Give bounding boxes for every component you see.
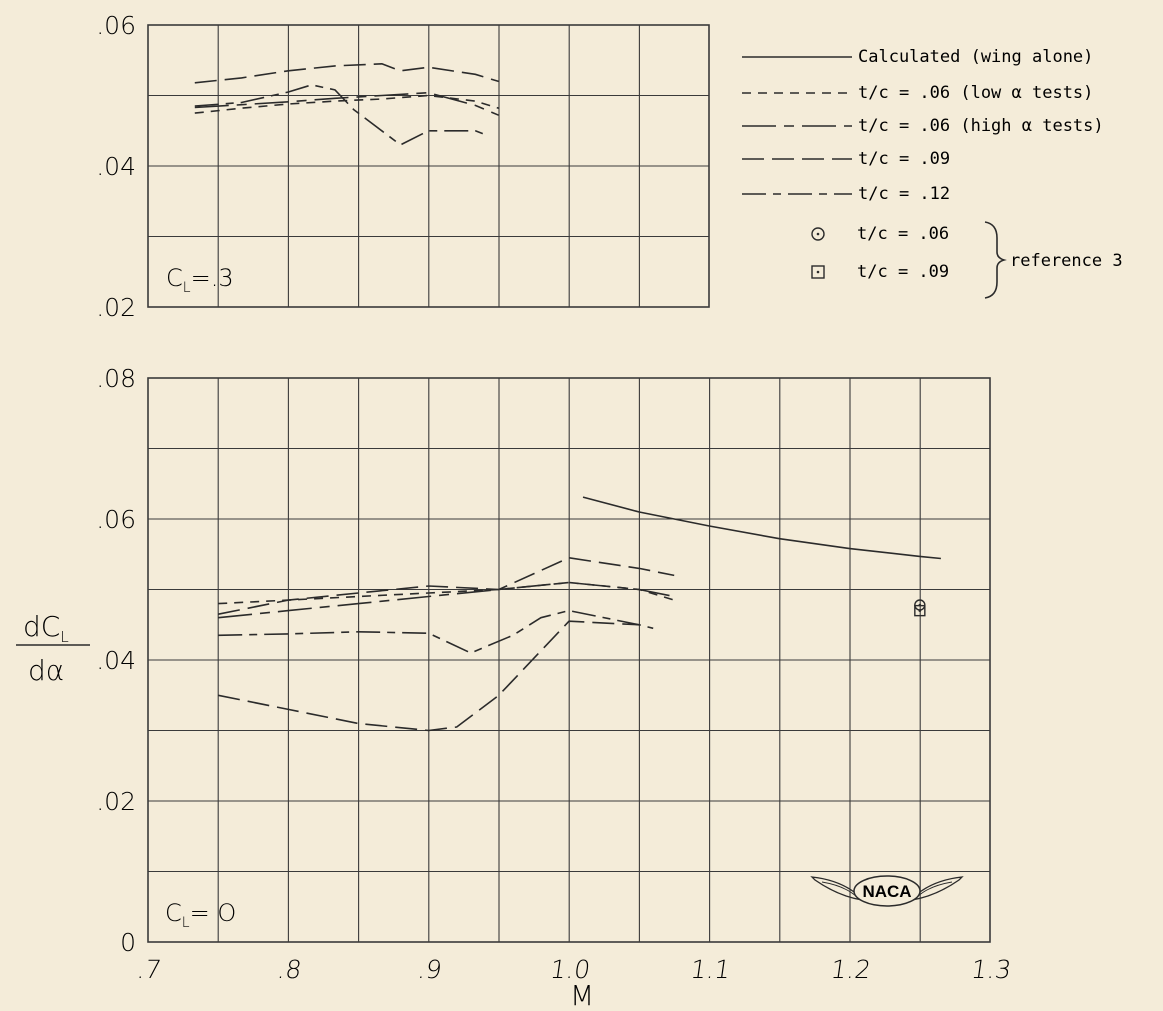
legend-label: t/c = .09 (857, 262, 949, 282)
naca-logo-text: NACA (862, 882, 911, 901)
bottom-panel: 0 .02 .04 .06 .08 .7 .8 .9 1.0 1.1 1.2 1.3 CL= O (96, 364, 1013, 984)
naca-logo: NACA (810, 875, 964, 907)
bot-y-tick-label: .02 (96, 787, 136, 816)
bot-series-line-4 (218, 609, 654, 654)
top-y-tick-label: .04 (96, 152, 136, 181)
bottom-series (218, 496, 941, 732)
top-series-line-3 (194, 84, 485, 146)
legend-label: t/c = .06 (low α tests) (858, 83, 1093, 103)
bot-series-line-2 (218, 581, 675, 619)
top-y-tick-label: .06 (96, 11, 136, 40)
bot-series-line-5 (218, 620, 640, 732)
bot-y-tick-label: .04 (96, 646, 136, 675)
bottom-x-tick-labels: .7 .8 .9 1.0 1.1 1.2 1.3 (135, 955, 1013, 984)
x-tick-label: 1.2 (829, 955, 873, 984)
legend-symbol-center (816, 270, 820, 274)
y-axis-label: dCL dα (16, 610, 90, 687)
top-panel: .02 .04 .06 CL=.3 (96, 11, 710, 322)
legend-label: t/c = .06 (high α tests) (858, 116, 1104, 136)
top-series-line-2 (194, 62, 499, 84)
y-axis-label-numerator: dCL (23, 610, 69, 646)
top-y-tick-label: .02 (96, 293, 136, 322)
x-tick-label: 1.3 (969, 955, 1013, 984)
legend-label: t/c = .12 (858, 184, 950, 204)
bottom-markers (914, 599, 926, 617)
top-series-line-1 (194, 91, 499, 116)
bottom-panel-cl-label: CL= O (165, 899, 236, 931)
x-tick-label: .9 (416, 955, 444, 984)
top-series-line-0 (194, 94, 499, 114)
y-axis-label-denominator: dα (28, 654, 64, 687)
legend-label: t/c = .06 (857, 224, 949, 244)
legend-label: t/c = .09 (858, 149, 950, 169)
marker-square-dot (914, 604, 926, 617)
legend-symbol-square-dot (811, 265, 825, 279)
bot-series-line-1 (218, 581, 675, 605)
bot-series-line-3 (218, 556, 675, 615)
x-tick-label: 1.1 (689, 955, 733, 984)
bottom-y-tick-labels: 0 .02 .04 .06 .08 (96, 364, 136, 957)
x-tick-label: .7 (135, 955, 163, 984)
bottom-grid (147, 377, 991, 943)
x-axis-label: M (570, 979, 594, 1011)
legend-symbol-center (816, 232, 820, 236)
top-grid (147, 24, 710, 308)
legend: Calculated (wing alone) t/c = .06 (low α … (742, 47, 1104, 282)
top-series (194, 62, 499, 146)
legend-group-label: reference 3 (1010, 251, 1123, 271)
legend-label: Calculated (wing alone) (858, 47, 1093, 67)
bot-y-tick-label: .06 (96, 505, 136, 534)
bot-y-tick-label: 0 (120, 928, 136, 957)
top-panel-cl-label: CL=.3 (166, 264, 234, 296)
marker-square-dot-center (918, 609, 922, 612)
legend-symbol-circle-dot (811, 227, 825, 241)
top-y-tick-labels: .02 .04 .06 (96, 11, 136, 322)
bot-series-line-0 (582, 496, 941, 560)
reference-brace (984, 221, 1007, 299)
x-tick-label: .8 (276, 955, 304, 984)
bot-y-tick-label: .08 (96, 364, 136, 393)
x-tick-label: 1.0 (548, 955, 592, 984)
